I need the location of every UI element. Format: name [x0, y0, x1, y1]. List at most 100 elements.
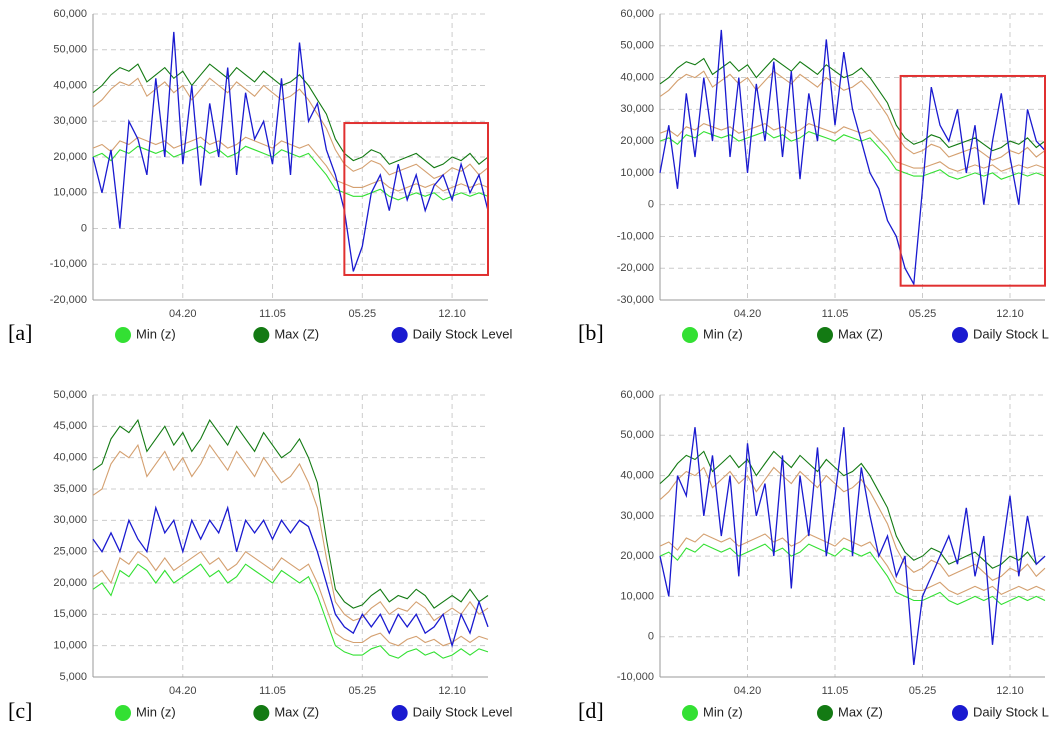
y-tick-label: 20,000 [620, 135, 654, 147]
x-tick-label: 05.25 [909, 685, 937, 697]
legend-label: Daily Stock Level [973, 326, 1049, 341]
y-tick-label: 30,000 [53, 115, 87, 127]
legend-marker [253, 327, 270, 343]
legend-label: Max (Z) [838, 326, 883, 341]
legend-label: Max (Z) [274, 704, 319, 719]
legend-marker [817, 705, 833, 721]
series-line [92, 31, 489, 272]
legend-marker [391, 327, 408, 343]
series-line [92, 563, 489, 659]
y-tick-label: -30,000 [617, 294, 654, 306]
legend-label: Min (z) [136, 704, 176, 719]
series-line [92, 63, 489, 169]
legend-marker [253, 705, 270, 721]
y-tick-label: -20,000 [50, 294, 87, 306]
x-tick-label: 04.20 [734, 685, 762, 697]
y-tick-label: 0 [648, 199, 654, 211]
y-tick-label: 40,000 [53, 452, 87, 464]
y-tick-label: 40,000 [620, 469, 654, 481]
legend-marker [115, 705, 131, 721]
series-line [659, 427, 1046, 665]
x-tick-label: 04.20 [169, 685, 197, 697]
y-tick-label: 30,000 [620, 510, 654, 522]
y-tick-label: 15,000 [53, 608, 87, 620]
y-tick-label: 20,000 [53, 577, 87, 589]
y-tick-label: -10,000 [50, 258, 87, 270]
series-line [92, 145, 489, 201]
legend-marker [952, 327, 968, 343]
y-tick-label: 60,000 [620, 8, 654, 20]
series-line [92, 77, 489, 180]
y-tick-label: 20,000 [53, 151, 87, 163]
y-tick-label: 50,000 [620, 429, 654, 441]
y-tick-label: 10,000 [620, 167, 654, 179]
x-tick-label: 11.05 [822, 685, 849, 697]
y-tick-label: 25,000 [53, 546, 87, 558]
legend-label: Daily Stock Level [413, 326, 513, 341]
y-tick-label: 50,000 [53, 389, 87, 401]
y-tick-label: 0 [81, 222, 87, 234]
series-line [659, 130, 1046, 180]
y-tick-label: 35,000 [53, 483, 87, 495]
y-tick-label: 60,000 [53, 8, 87, 20]
y-tick-label: 0 [648, 631, 654, 643]
x-tick-label: 04.20 [169, 308, 197, 320]
y-tick-label: 50,000 [53, 44, 87, 56]
series-line [92, 443, 489, 622]
legend-marker [391, 705, 408, 721]
y-tick-label: -10,000 [617, 671, 654, 683]
x-tick-label: 11.05 [259, 308, 286, 320]
panel-label: [a] [8, 320, 32, 345]
y-tick-label: -10,000 [617, 230, 654, 242]
x-tick-label: 04.20 [734, 308, 762, 320]
legend-label: Max (Z) [838, 704, 883, 719]
legend-marker [682, 327, 698, 343]
panel-label: [b] [578, 320, 604, 345]
x-tick-label: 12.10 [996, 308, 1024, 320]
y-tick-label: 30,000 [620, 103, 654, 115]
x-tick-label: 11.05 [822, 308, 849, 320]
legend-marker [952, 705, 968, 721]
x-tick-label: 12.10 [996, 685, 1024, 697]
legend-marker [115, 327, 131, 343]
series-line [659, 29, 1046, 287]
legend-label: Min (z) [703, 326, 743, 341]
legend-label: Daily Stock Level [413, 704, 513, 719]
y-tick-label: 50,000 [620, 40, 654, 52]
series-line [92, 418, 489, 609]
legend-label: Max (Z) [274, 326, 319, 341]
panel-label: [d] [578, 698, 604, 723]
panel-label: [c] [8, 698, 32, 723]
highlight-box [899, 74, 1046, 287]
x-tick-label: 05.25 [909, 308, 937, 320]
y-tick-label: 40,000 [620, 71, 654, 83]
y-tick-label: -20,000 [617, 262, 654, 274]
series-line [659, 533, 1046, 596]
legend-label: Min (z) [136, 326, 176, 341]
series-line [92, 505, 489, 649]
legend-label: Daily Stock Level [973, 704, 1049, 719]
x-tick-label: 11.05 [259, 685, 286, 697]
y-tick-label: 10,000 [53, 640, 87, 652]
x-tick-label: 05.25 [349, 308, 377, 320]
series-line [659, 122, 1046, 172]
x-tick-label: 05.25 [349, 685, 377, 697]
x-tick-label: 12.10 [438, 308, 466, 320]
y-tick-label: 10,000 [53, 187, 87, 199]
series-line [92, 550, 489, 647]
series-line [659, 466, 1046, 581]
y-tick-label: 30,000 [53, 514, 87, 526]
y-tick-label: 40,000 [53, 79, 87, 91]
legend-label: Min (z) [703, 704, 743, 719]
legend-marker [817, 327, 833, 343]
series-line [92, 136, 489, 192]
y-tick-label: 10,000 [620, 590, 654, 602]
highlight-box [343, 122, 490, 276]
x-tick-label: 12.10 [438, 685, 466, 697]
y-tick-label: 20,000 [620, 550, 654, 562]
series-line [659, 450, 1046, 569]
y-tick-label: 45,000 [53, 420, 87, 432]
y-tick-label: 60,000 [620, 389, 654, 401]
legend-marker [682, 705, 698, 721]
